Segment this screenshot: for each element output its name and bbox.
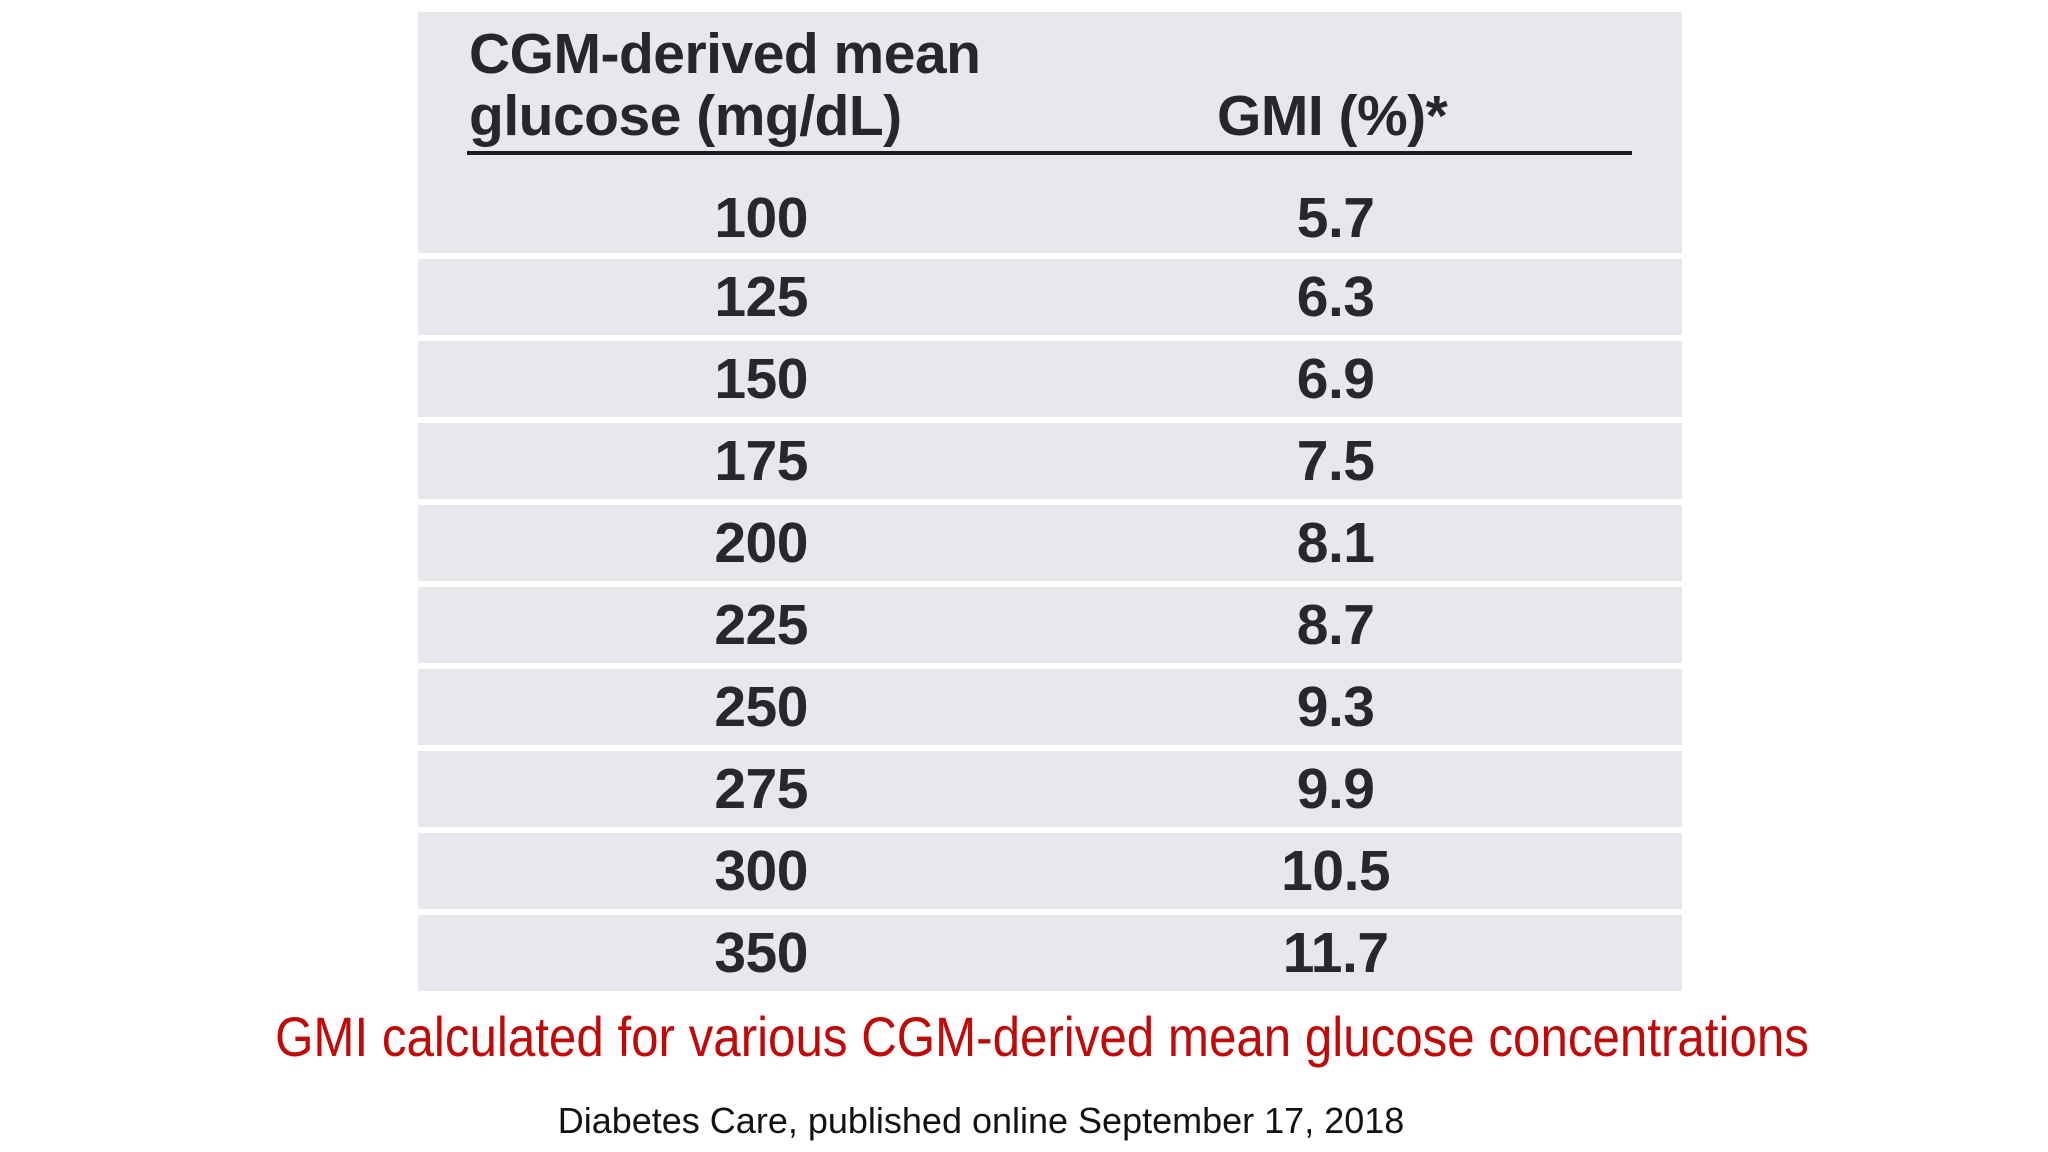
- gmi-value: 6.3: [1296, 265, 1375, 329]
- caption-title: GMI calculated for various CGM-derived m…: [275, 1005, 1809, 1068]
- table-row: 150 6.9: [418, 341, 1682, 417]
- header-col1-line2: glucose (mg/dL): [469, 84, 902, 148]
- glucose-value: 225: [714, 593, 808, 657]
- glucose-value: 150: [714, 347, 808, 411]
- table-row: 225 8.7: [418, 587, 1682, 663]
- table-row: 125 6.3: [418, 259, 1682, 335]
- gmi-value: 7.5: [1296, 429, 1375, 493]
- table-row: 250 9.3: [418, 669, 1682, 745]
- gmi-value: 6.9: [1296, 347, 1375, 411]
- table-row: 275 9.9: [418, 751, 1682, 827]
- gmi-value: 8.7: [1296, 593, 1375, 657]
- glucose-value: 200: [714, 511, 808, 575]
- table-row: 175 7.5: [418, 423, 1682, 499]
- glucose-value: 350: [714, 921, 808, 985]
- table-row: 200 8.1: [418, 505, 1682, 581]
- glucose-value: 100: [714, 186, 808, 250]
- glucose-value: 275: [714, 757, 808, 821]
- gmi-table: CGM-derived mean glucose (mg/dL) GMI (%)…: [418, 12, 1682, 991]
- table-row: 100 5.7: [418, 155, 1682, 253]
- gmi-value: 9.3: [1296, 675, 1375, 739]
- header-col1-line1: CGM-derived mean: [469, 22, 981, 86]
- glucose-value: 125: [714, 265, 808, 329]
- gmi-value: 10.5: [1281, 839, 1391, 903]
- glucose-value: 300: [714, 839, 808, 903]
- source-citation: Diabetes Care, published online Septembe…: [557, 1100, 1405, 1141]
- table-row: 350 11.7: [418, 915, 1682, 991]
- table-header: CGM-derived mean glucose (mg/dL) GMI (%)…: [418, 12, 1682, 155]
- header-col2: GMI (%)*: [1217, 84, 1448, 148]
- table-row: 300 10.5: [418, 833, 1682, 909]
- gmi-value: 8.1: [1296, 511, 1375, 575]
- glucose-value: 250: [714, 675, 808, 739]
- glucose-value: 175: [714, 429, 808, 493]
- gmi-value: 11.7: [1282, 921, 1389, 985]
- header-underline: [467, 151, 1632, 155]
- gmi-value: 9.9: [1296, 757, 1375, 821]
- gmi-value: 5.7: [1296, 186, 1375, 250]
